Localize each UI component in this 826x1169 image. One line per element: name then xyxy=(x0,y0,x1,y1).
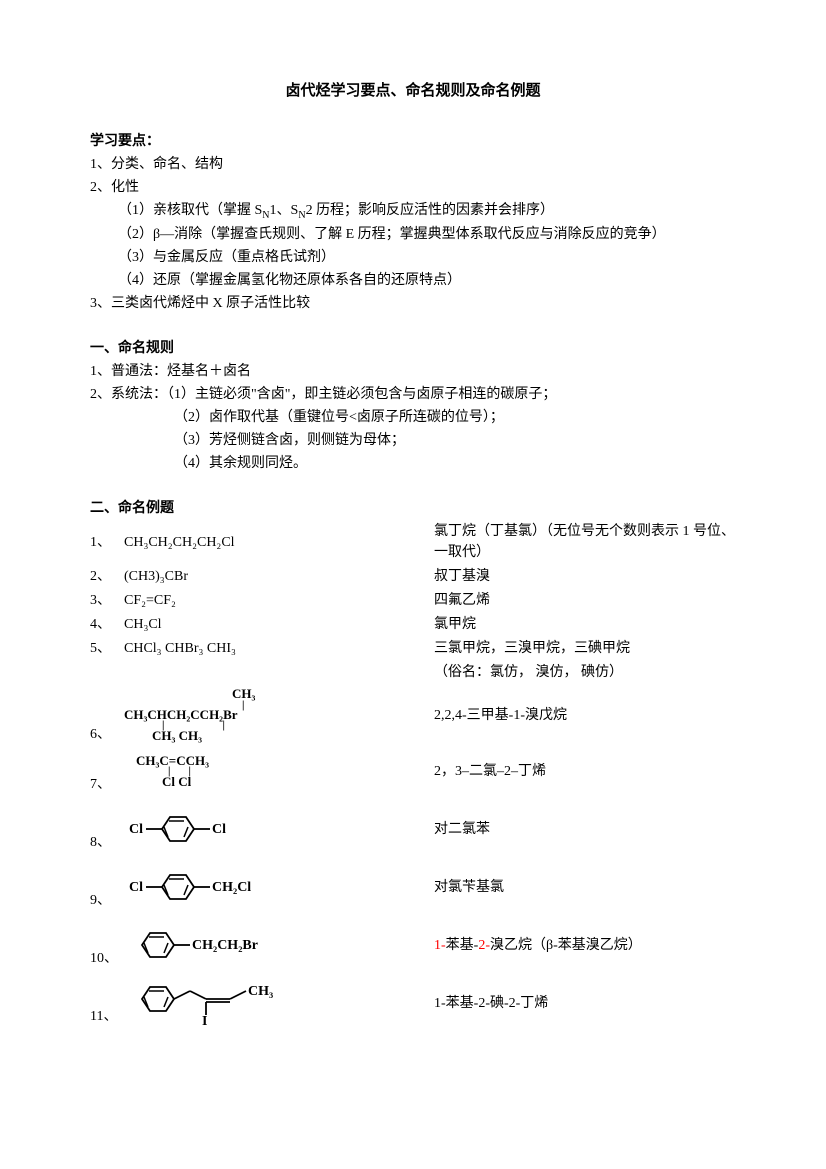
s1-l3c: 2 历程；影响反应活性的因素并会排序） xyxy=(306,203,555,218)
example-5b: （俗名：氯仿， 溴仿， 碘仿） xyxy=(90,661,736,683)
s1-l3a: （1）亲核取代（掌握 S xyxy=(118,203,262,218)
example-8: 8、 Cl Cl 对二氯苯 xyxy=(90,805,736,853)
s2-line1: 1、普通法：烃基名＋卤名 xyxy=(90,361,736,382)
svg-text:Cl: Cl xyxy=(129,880,143,895)
example-3: 3、 CF₂=CF₂ 四氟乙烯 xyxy=(90,589,736,611)
example-5: 5、 CHCl₃ CHBr₃ CHI₃ 三氯甲烷，三溴甲烷，三碘甲烷 xyxy=(90,637,736,659)
ex7-structure: CH₃C=CCH₃ || Cl Cl xyxy=(124,754,434,789)
ex5-name: 三氯甲烷，三溴甲烷，三碘甲烷 xyxy=(434,638,736,659)
ex3-name: 四氟乙烯 xyxy=(434,590,736,611)
ex7-struct-text: CH₃C=CCH₃ || Cl Cl xyxy=(124,754,209,789)
s1-sn1: N xyxy=(262,209,269,220)
ex6-struct-text: CH₃ | CH₃CHCH₂CCH₂Br || CH₃ CH₃ xyxy=(124,687,255,743)
s1-line2: 2、化性 xyxy=(90,177,736,198)
ex4-num: 4、 xyxy=(90,614,124,635)
ex10-name: 1-苯基-2-溴乙烷（β-苯基溴乙烷） xyxy=(434,935,736,956)
section3-heading: 二、命名例题 xyxy=(90,498,736,519)
svg-text:CH₃: CH₃ xyxy=(248,984,273,999)
ex6-s1: CH₃ xyxy=(124,687,255,701)
section2-heading: 一、命名规则 xyxy=(90,338,736,359)
ex3-formula: CF₂=CF₂ xyxy=(124,590,434,611)
ex4-formula: CH₃Cl xyxy=(124,614,434,635)
document-title: 卤代烃学习要点、命名规则及命名例题 xyxy=(90,80,736,103)
ex1-formula: CH₃CH₂CH₂CH₂Cl xyxy=(124,532,434,553)
ex2-name: 叔丁基溴 xyxy=(434,566,736,587)
ex8-num: 8、 xyxy=(90,832,124,853)
s1-l3b: 1、S xyxy=(270,203,299,218)
s2-line5: （4）其余规则同烃。 xyxy=(90,453,736,474)
s1-line6: （4）还原（掌握金属氢化物还原体系各自的还原特点） xyxy=(90,270,736,291)
ex7-s2: Cl Cl xyxy=(136,775,209,789)
ex6-name: 2,2,4-三甲基-1-溴戊烷 xyxy=(434,705,736,726)
ex6-num: 6、 xyxy=(90,724,124,745)
benzyl-chloride-icon: Cl CH₂Cl xyxy=(124,867,314,907)
ex10-b: 苯基- xyxy=(446,938,479,953)
ex5b-name: （俗名：氯仿， 溴仿， 碘仿） xyxy=(434,662,736,683)
ex1-num: 1、 xyxy=(90,532,124,553)
ex11-num: 11、 xyxy=(90,1006,124,1027)
s1-line7: 3、三类卤代烯烃中 X 原子活性比较 xyxy=(90,293,736,314)
phenyl-iodobutene-icon: CH₃ I xyxy=(124,979,334,1027)
section1-heading: 学习要点： xyxy=(90,131,736,152)
s1-line3: （1）亲核取代（掌握 SN1、SN2 历程；影响反应活性的因素并会排序） xyxy=(90,200,736,223)
example-2: 2、 (CH3)₃CBr 叔丁基溴 xyxy=(90,565,736,587)
ex7-num: 7、 xyxy=(90,774,124,795)
svg-text:Cl: Cl xyxy=(212,822,226,837)
example-4: 4、 CH₃Cl 氯甲烷 xyxy=(90,613,736,635)
s1-sn2: N xyxy=(298,209,305,220)
ex8-name: 对二氯苯 xyxy=(434,819,736,840)
ex10-d: 溴乙烷（β-苯基溴乙烷） xyxy=(490,938,642,953)
ex9-num: 9、 xyxy=(90,890,124,911)
ex3-num: 3、 xyxy=(90,590,124,611)
ex9-structure: Cl CH₂Cl xyxy=(124,867,434,907)
ex6-structure: CH₃ | CH₃CHCH₂CCH₂Br || CH₃ CH₃ xyxy=(124,687,434,743)
ex11-structure: CH₃ I xyxy=(124,979,434,1027)
s2-line2: 2、系统法：（1）主链必须"含卤"，即主链必须包含与卤原子相连的碳原子； xyxy=(90,384,736,405)
ex5-num: 5、 xyxy=(90,638,124,659)
ex10-red2: 2- xyxy=(478,938,490,953)
ex10-red1: 1- xyxy=(434,938,446,953)
s1-line4: （2）β—消除（掌握查氏规则、了解 E 历程；掌握典型体系取代反应与消除反应的竞… xyxy=(90,224,736,245)
svg-text:Cl: Cl xyxy=(129,822,143,837)
ex9-name: 对氯苄基氯 xyxy=(434,877,736,898)
s1-line5: （3）与金属反应（重点格氏试剂） xyxy=(90,247,736,268)
ex10-num: 10、 xyxy=(90,948,124,969)
s1-line1: 1、分类、命名、结构 xyxy=(90,154,736,175)
ex10-structure: CH₂CH₂Br xyxy=(124,925,434,965)
phenyl-bromoethane-icon: CH₂CH₂Br xyxy=(124,925,334,965)
example-1: 1、 CH₃CH₂CH₂CH₂Cl 氯丁烷（丁基氯）（无位号无个数则表示 1 号… xyxy=(90,521,736,563)
example-9: 9、 Cl CH₂Cl 对氯苄基氯 xyxy=(90,863,736,911)
ex11-name: 1-苯基-2-碘-2-丁烯 xyxy=(434,993,736,1014)
ex6-s3: CH₃ CH₃ xyxy=(124,729,255,743)
ex2-num: 2、 xyxy=(90,566,124,587)
ex2-formula: (CH3)₃CBr xyxy=(124,566,434,587)
example-6: 6、 CH₃ | CH₃CHCH₂CCH₂Br || CH₃ CH₃ 2,2,4… xyxy=(90,685,736,745)
ex5-formula: CHCl₃ CHBr₃ CHI₃ xyxy=(124,638,434,659)
svg-text:CH₂CH₂Br: CH₂CH₂Br xyxy=(192,938,258,953)
ex1-name: 氯丁烷（丁基氯）（无位号无个数则表示 1 号位、一取代） xyxy=(434,521,736,563)
s2-line4: （3）芳烃侧链含卤，则侧链为母体； xyxy=(90,430,736,451)
benzene-dichloro-icon: Cl Cl xyxy=(124,809,274,849)
s2-line3: （2）卤作取代基（重键位号<卤原子所连碳的位号）； xyxy=(90,407,736,428)
svg-text:I: I xyxy=(202,1014,207,1027)
ex4-name: 氯甲烷 xyxy=(434,614,736,635)
example-10: 10、 CH₂CH₂Br 1-苯基-2-溴乙烷（β-苯基溴乙烷） xyxy=(90,921,736,969)
svg-text:CH₂Cl: CH₂Cl xyxy=(212,880,251,895)
ex8-structure: Cl Cl xyxy=(124,809,434,849)
example-11: 11、 CH₃ I 1-苯基-2-碘-2-丁烯 xyxy=(90,979,736,1027)
ex7-name: 2，3–二氯–2–丁烯 xyxy=(434,761,736,782)
example-7: 7、 CH₃C=CCH₃ || Cl Cl 2，3–二氯–2–丁烯 xyxy=(90,747,736,795)
